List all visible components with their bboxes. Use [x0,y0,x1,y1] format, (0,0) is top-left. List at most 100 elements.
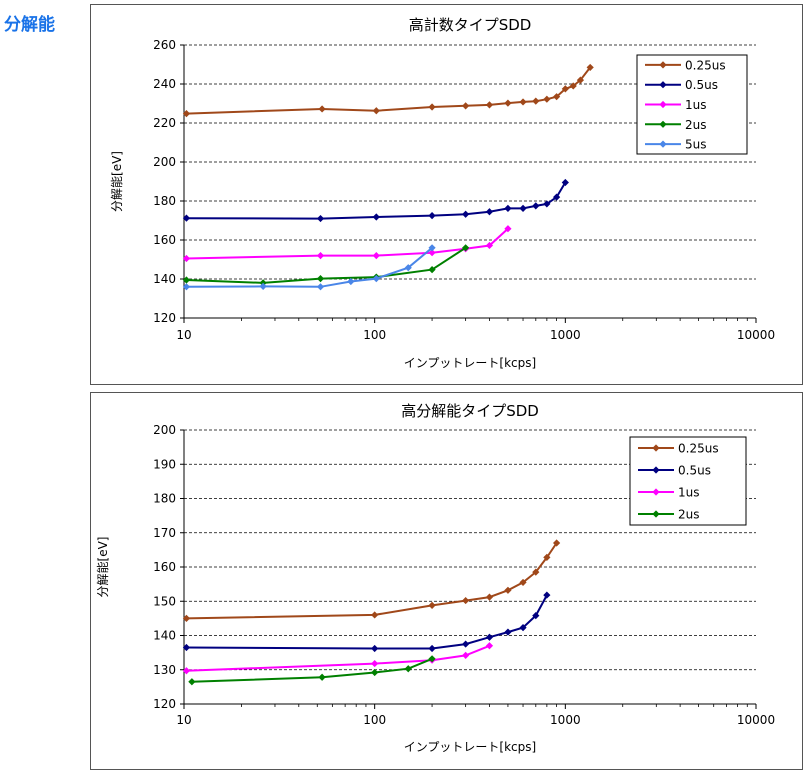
data-point-5us [259,282,267,291]
data-point-0.5us [485,633,494,641]
data-point-0.25us [462,596,470,605]
chart-title: 高分解能タイプSDD [401,402,539,420]
data-point-2us [428,266,436,274]
data-point-0.25us [372,107,380,115]
data-point-1us [182,667,191,675]
data-point-0.5us [462,640,470,648]
x-tick-label: 10 [176,328,191,342]
x-tick-label: 1000 [550,328,581,342]
legend-label: 1us [678,486,700,500]
legend-marker [659,100,667,109]
y-tick-label: 160 [153,560,176,574]
data-point-0.5us [428,212,436,220]
data-point-5us [182,283,191,291]
data-point-0.5us [519,204,527,213]
y-tick-label: 170 [153,526,176,540]
y-tick-label: 140 [153,272,176,286]
y-tick-label: 220 [153,116,176,130]
legend-marker [659,81,667,89]
y-tick-label: 240 [153,77,176,91]
data-point-0.25us [462,102,470,110]
data-point-0.25us [576,76,585,84]
y-axis-label: 分解能[eV] [110,151,124,212]
y-tick-label: 200 [153,423,176,437]
data-point-2us [428,655,436,663]
y-tick-label: 120 [153,311,176,325]
data-point-0.25us [428,601,436,609]
legend-marker [659,61,667,69]
data-point-0.5us [532,612,540,620]
y-tick-label: 160 [153,233,176,247]
data-point-0.5us [371,644,379,653]
data-point-0.5us [485,208,494,216]
legend-marker [652,444,660,452]
y-tick-label: 140 [153,629,176,643]
series-line-0.5us [186,594,548,650]
data-point-2us [371,668,379,677]
series-line-0.25us [186,542,558,620]
data-point-0.25us [371,611,379,619]
data-point-0.5us [519,624,527,632]
data-point-0.25us [553,93,561,101]
legend-marker [652,510,660,518]
legend-marker [652,488,660,496]
data-point-0.25us [428,103,436,111]
data-point-0.25us [543,95,551,103]
chart-high-resolution-sdd: 120 130 140 150 160 170 180 190 200 10 100 1000 1000… [96,402,775,754]
data-point-2us [188,678,196,686]
data-point-0.25us [519,98,527,106]
data-point-0.5us [543,591,551,599]
data-point-1us [316,252,325,260]
legend-label: 0.25us [685,58,726,72]
data-point-0.25us [553,539,561,547]
data-point-2us [182,276,191,284]
data-point-5us [316,283,325,291]
data-point-0.25us [485,101,494,109]
legend-label: 0.5us [678,464,711,478]
data-point-5us [347,277,355,286]
legend-marker [659,140,667,148]
page-heading: 分解能 [4,15,55,35]
x-axis-label: インプットレート[kcps] [404,356,536,370]
x-tick-label: 10000 [737,713,775,727]
legend-label: 2us [678,508,700,522]
data-point-0.25us [182,110,191,118]
y-tick-label: 190 [153,457,176,471]
x-tick-label: 100 [363,328,386,342]
data-point-0.5us [372,213,380,221]
data-point-1us [371,659,379,668]
y-tick-label: 260 [153,38,176,52]
x-tick-label: 10000 [737,328,775,342]
series-line-2us [186,246,467,284]
data-point-0.25us [504,586,512,594]
data-point-0.5us [532,202,540,210]
legend-box [629,436,747,526]
series-line-1us [186,644,490,672]
data-point-0.5us [316,214,325,223]
data-point-2us [316,275,325,283]
legend-marker [659,120,667,128]
data-point-0.25us [586,63,594,72]
x-tick-label: 1000 [550,713,581,727]
y-tick-label: 180 [153,194,176,208]
data-point-0.5us [561,178,569,187]
data-point-1us [485,642,494,650]
data-point-0.25us [485,593,494,601]
data-point-0.5us [553,193,561,201]
data-point-1us [504,225,512,233]
data-point-1us [462,651,470,659]
data-point-2us [462,244,470,252]
data-point-0.25us [504,99,512,107]
series-line-0.25us [186,66,591,115]
data-point-0.5us [504,628,512,636]
legend-label: 0.5us [685,78,718,92]
data-point-2us [404,665,412,673]
data-point-1us [182,254,191,263]
data-point-0.25us [561,85,569,93]
data-point-1us [372,252,380,260]
data-point-0.25us [532,97,540,105]
legend-marker [652,466,660,474]
chart-panel-high-count-sdd: 120 140 160 180 200 220 240 260 10 100 1000 10000 高計… [90,4,803,385]
chart-panel-high-resolution-sdd: 120 130 140 150 160 170 180 190 200 10 100 1000 1000… [90,392,803,770]
data-point-5us [428,244,436,252]
